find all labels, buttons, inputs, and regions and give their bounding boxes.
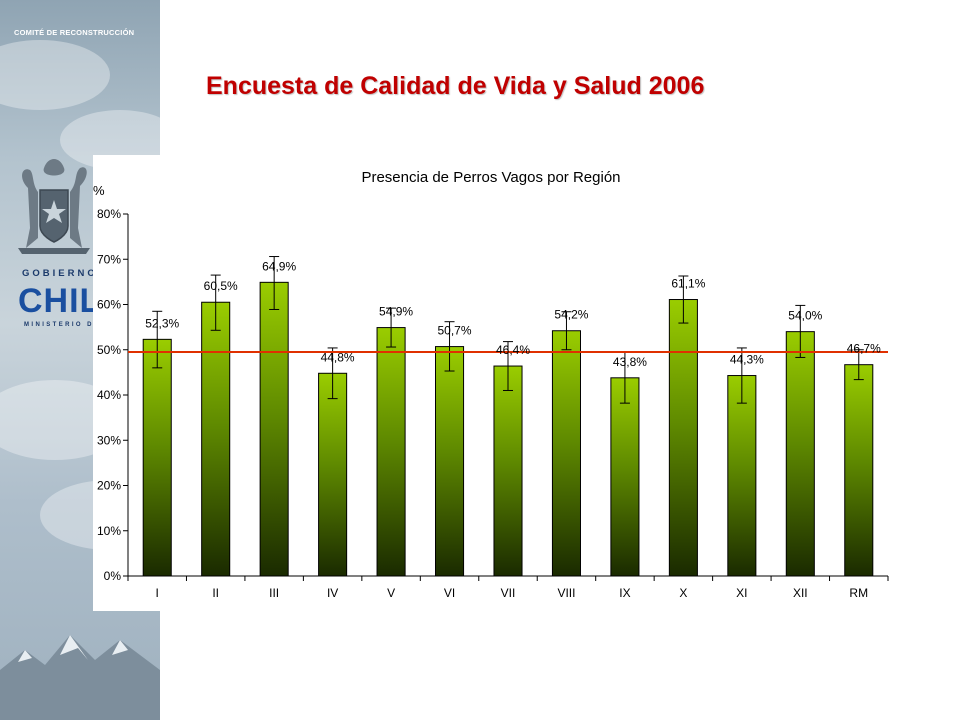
y-tick-label: 80% bbox=[97, 207, 121, 221]
chart-panel: Presencia de Perros Vagos por Región % 0… bbox=[93, 155, 900, 611]
bar-VII bbox=[493, 365, 523, 577]
mountain-image bbox=[0, 635, 160, 720]
y-tick-label: 40% bbox=[97, 388, 121, 402]
data-label: 54,9% bbox=[379, 305, 413, 319]
data-label: 46,4% bbox=[496, 343, 530, 357]
bar-XI bbox=[727, 375, 757, 577]
data-label: 43,8% bbox=[613, 355, 647, 369]
y-tick-label: 30% bbox=[97, 433, 121, 447]
coat-of-arms-icon bbox=[18, 159, 90, 254]
bar-IV bbox=[318, 372, 348, 577]
x-tick-label: VIII bbox=[557, 586, 575, 600]
y-tick-label: 0% bbox=[104, 569, 122, 583]
y-tick-label: 60% bbox=[97, 298, 121, 312]
x-tick-label: II bbox=[212, 586, 219, 600]
slide-title: Encuesta de Calidad de Vida y Salud 2006 bbox=[206, 72, 705, 100]
x-tick-label: XI bbox=[736, 586, 747, 600]
data-label: 54,0% bbox=[788, 309, 822, 323]
bar-VI bbox=[435, 346, 465, 577]
bar-V bbox=[376, 327, 406, 577]
data-label: 50,7% bbox=[438, 324, 472, 338]
chart-title: Presencia de Perros Vagos por Región bbox=[361, 169, 620, 186]
y-tick-label: 70% bbox=[97, 252, 121, 266]
bar-IX bbox=[610, 377, 640, 577]
bar-VIII bbox=[551, 330, 581, 577]
ministry-label: MINISTERIO DE bbox=[24, 322, 101, 328]
bar-RM bbox=[844, 364, 874, 577]
x-tick-label: VII bbox=[501, 586, 516, 600]
data-label: 44,3% bbox=[730, 353, 764, 367]
government-label: GOBIERNO bbox=[22, 268, 98, 279]
x-tick-label: VI bbox=[444, 586, 455, 600]
data-label: 52,3% bbox=[145, 316, 179, 330]
x-tick-label: RM bbox=[849, 586, 868, 600]
x-tick-label: IV bbox=[327, 586, 338, 600]
data-label: 64,9% bbox=[262, 259, 296, 273]
data-label: 61,1% bbox=[671, 277, 705, 291]
agency-label: COMITÉ DE RECONSTRUCCIÓN bbox=[14, 28, 135, 37]
y-tick-label: 20% bbox=[97, 479, 121, 493]
bar-II bbox=[201, 301, 231, 577]
bar-I bbox=[142, 338, 172, 577]
x-tick-label: V bbox=[387, 586, 395, 600]
y-tick-label: 10% bbox=[97, 524, 121, 538]
x-tick-label: III bbox=[269, 586, 279, 600]
x-tick-label: IX bbox=[619, 586, 630, 600]
x-tick-label: X bbox=[679, 586, 687, 600]
x-tick-label: XII bbox=[793, 586, 808, 600]
data-label: 60,5% bbox=[204, 279, 238, 293]
data-label: 46,7% bbox=[847, 342, 881, 356]
data-label: 54,2% bbox=[554, 308, 588, 322]
x-tick-label: I bbox=[156, 586, 159, 600]
y-axis-unit-label: % bbox=[93, 183, 105, 198]
y-tick-label: 50% bbox=[97, 343, 121, 357]
bar-XII bbox=[785, 331, 815, 577]
bar-chart: Presencia de Perros Vagos por Región % 0… bbox=[93, 169, 889, 600]
bar-X bbox=[668, 299, 698, 577]
data-label: 44,8% bbox=[321, 350, 355, 364]
bar-III bbox=[259, 281, 289, 577]
